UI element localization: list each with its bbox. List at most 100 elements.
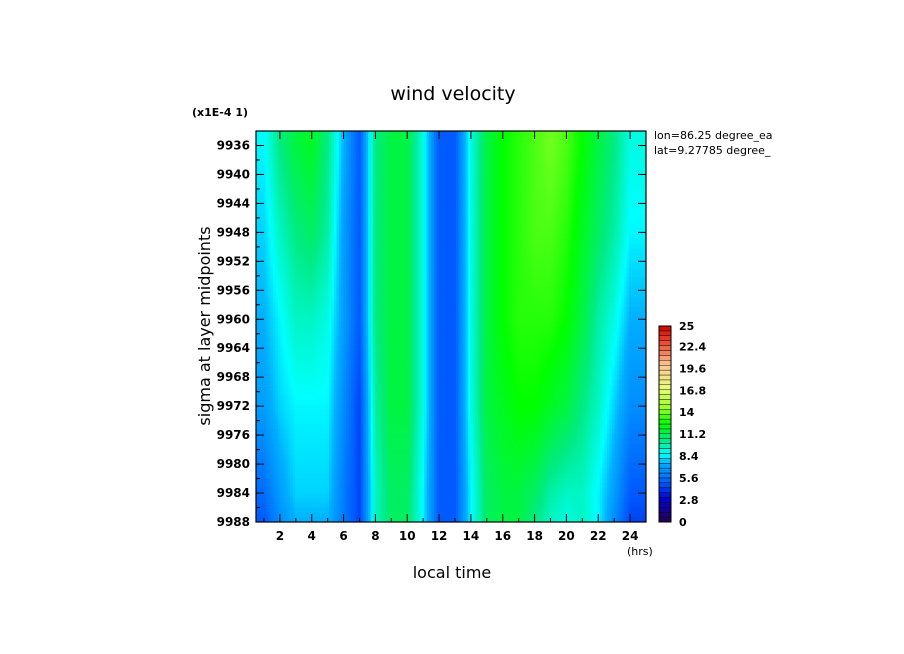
heat-cell [316,228,320,235]
heat-cell [309,238,313,245]
heat-cell [309,399,313,406]
heat-cell [302,160,306,166]
heat-cell [297,507,301,513]
heat-cell [321,160,325,166]
heat-cell [387,160,391,166]
heat-cell [365,272,369,279]
heat-cell [380,209,384,215]
heat-cell [343,209,347,215]
heat-cell [260,194,264,201]
heat-cell [287,414,291,420]
heat-cell [329,272,333,279]
heat-cell [355,233,359,240]
heat-cell [382,292,386,298]
heat-cell [273,453,277,460]
heat-cell [282,390,286,396]
heat-cell [299,214,303,220]
heat-cell [314,434,318,440]
heat-cell [370,380,374,386]
heat-cell [297,267,301,274]
heat-cell [312,429,316,435]
heat-cell [265,458,269,464]
heat-cell [380,131,384,137]
heat-cell [346,199,350,205]
heat-cell [353,145,357,152]
heat-cell [287,331,291,337]
heat-cell [285,316,289,323]
heat-cell [304,443,308,450]
heat-cell [285,165,289,171]
heat-cell [341,248,345,254]
heat-cell [256,336,260,342]
heat-cell [321,233,325,240]
heat-cell [319,292,323,298]
heat-cell [263,487,267,494]
heat-cell [385,165,389,171]
heat-cell [256,282,260,288]
heat-cell [377,184,381,191]
heat-cell [256,199,260,205]
heat-cell [273,482,277,489]
heat-cell [277,350,281,357]
heat-cell [365,160,369,166]
heat-cell [375,336,379,342]
heat-cell [370,473,374,479]
heat-cell [309,287,313,293]
heat-cell [277,199,281,205]
heat-cell [334,360,338,367]
heat-cell [270,297,274,303]
heat-cell [368,277,372,284]
heat-cell [280,468,284,474]
heat-cell [375,145,379,152]
heat-cell [360,482,364,489]
heat-cell [336,482,340,489]
heat-cell [319,424,323,430]
heat-cell [268,380,272,386]
heat-cell [268,165,272,171]
heat-cell [282,434,286,440]
heat-cell [363,434,367,440]
heat-cell [316,350,320,357]
heat-cell [382,306,386,313]
heat-cell [370,184,374,191]
heat-cell [338,282,342,288]
heat-cell [297,297,301,303]
heat-cell [302,131,306,137]
heat-cell [292,360,296,367]
heat-cell [290,346,294,352]
heat-cell [355,199,359,205]
heat-cell [365,409,369,416]
heat-cell [295,370,299,376]
heat-cell [341,160,345,166]
heat-cell [287,404,291,411]
heat-cell [295,238,299,245]
heat-cell [263,468,267,474]
heat-cell [351,199,355,205]
heat-cell [351,448,355,455]
heat-cell [368,131,372,137]
heat-cell [277,170,281,176]
heat-cell [387,135,391,142]
heat-cell [295,262,299,269]
heat-cell [260,140,264,147]
heat-cell [290,282,294,288]
heat-cell [348,375,352,381]
heat-cell [263,473,267,479]
heat-cell [258,365,262,372]
heat-cell [355,223,359,230]
heat-cell [382,512,386,518]
heat-cell [348,424,352,430]
heat-cell [280,277,284,284]
heat-cell [304,375,308,381]
heat-cell [268,390,272,396]
heat-cell [287,350,291,357]
heat-cell [370,399,374,406]
heat-cell [358,131,362,137]
heat-cell [385,507,389,513]
heat-cell [265,512,269,518]
heat-cell [363,204,367,210]
heat-cell [299,336,303,342]
heat-cell [360,458,364,464]
heat-cell [299,370,303,376]
heat-cell [260,170,264,176]
